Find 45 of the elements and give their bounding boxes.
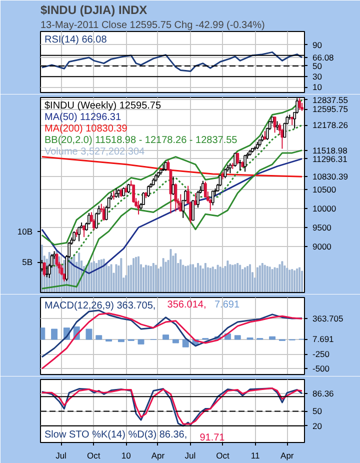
x-tick-label: Jul	[184, 450, 196, 460]
text: MA(50) 11296.31	[44, 112, 122, 123]
y-tick-label: 66.08	[312, 52, 334, 62]
y2-tick-label: 10B	[17, 226, 33, 237]
y-tick-label: 12595.75	[312, 104, 348, 114]
text: Volume 3,527,202,304	[44, 146, 146, 158]
series-label: Slow STO %K(14) %D(3) 86.36,	[44, 430, 188, 440]
x-tick-label: 10	[121, 450, 132, 460]
y-tick-label: 363.705	[312, 313, 344, 324]
y-tick-label: -500	[312, 364, 330, 374]
series-label: 91.71	[200, 432, 226, 444]
y-tick-label: 50	[312, 406, 322, 416]
x-tick-label: Jul	[56, 450, 67, 460]
y-tick-label: 10	[312, 82, 322, 92]
x-tick-label: 11	[250, 450, 260, 460]
x-tick-label: Apr	[151, 450, 165, 460]
y-tick-label: 90	[312, 40, 322, 50]
text: 7.691	[214, 300, 240, 310]
series-label: RSI(14) 66.08	[44, 34, 108, 46]
text: MA(200) 10830.39	[44, 124, 128, 134]
legend-title: $INDU (Weekly) 12595.75	[44, 100, 162, 112]
y-tick-label: 11296.31	[312, 154, 348, 164]
y-tick-label: 20	[312, 420, 322, 431]
y-tick-label: 9000	[312, 242, 332, 252]
y-tick-label: -250	[312, 349, 330, 360]
y-tick-label: 86.36	[312, 388, 334, 398]
series-label: MACD(12,26,9) 363.705,	[44, 300, 156, 312]
x-tick-label: Apr	[280, 450, 294, 460]
series-label: BB(20,2.0) 11518.98 - 12178.26 - 12837.55	[44, 135, 238, 146]
y-tick-label: 30	[312, 72, 322, 82]
y2-tick-label: 5B	[22, 257, 33, 268]
chart-subtitle: 13-May-2011 Close 12595.75 Chg -42.99 (-0.34%)	[40, 20, 265, 31]
x-tick-label: Oct	[86, 450, 101, 460]
y-tick-label: 10830.39	[312, 172, 348, 182]
x-tick-label: Oct	[216, 450, 230, 460]
series-label: 356.014,	[167, 300, 206, 310]
y-tick-label: 12178.26	[312, 120, 348, 130]
y-tick-label: 11518.98	[312, 145, 348, 156]
y-tick-label: 10500	[312, 184, 336, 194]
y-tick-label: 10000	[312, 203, 336, 214]
y-tick-label: 50	[312, 60, 322, 71]
y-tick-label: 12837.55	[312, 94, 348, 105]
y-tick-label: 9500	[312, 222, 332, 232]
chart-title: $INDU (DJIA) INDX	[40, 3, 148, 17]
y-tick-label: 7.691	[312, 334, 334, 344]
